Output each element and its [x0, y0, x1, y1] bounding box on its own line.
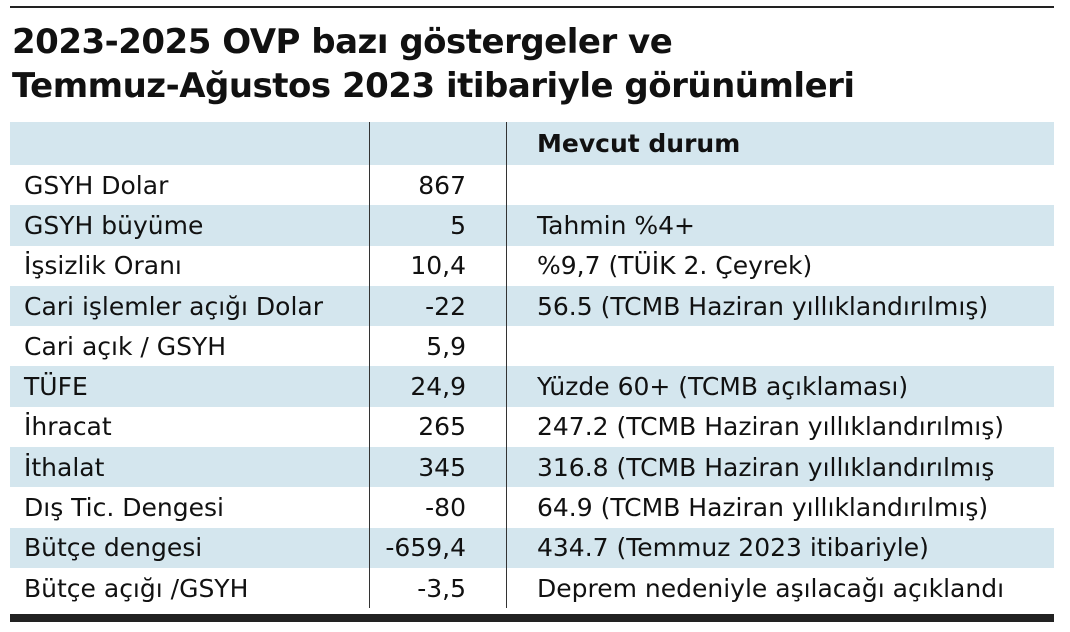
header-current-status: Mevcut durum [537, 129, 741, 158]
table-row: Bütçe açığı /GSYH -3,5 Deprem nedeniyle … [10, 567, 1054, 609]
ovp-value: 867 [370, 165, 507, 206]
current-status: 56.5 (TCMB Haziran yıllıklandırılmış) [537, 291, 989, 321]
current-status: 247.2 (TCMB Haziran yıllıklandırılmış) [537, 412, 1005, 442]
table-row: Cari açık / GSYH 5,9 [10, 326, 1054, 367]
indicator-name: TÜFE [10, 366, 370, 407]
ovp-value: 10,4 [370, 245, 507, 286]
indicator-name: GSYH büyüme [10, 205, 370, 246]
current-status [507, 165, 1054, 205]
table-header-row: Mevcut durum [10, 122, 1054, 165]
current-status: Deprem nedeniyle aşılacağı açıklandı [537, 573, 1005, 603]
indicator-name: GSYH Dolar [10, 165, 370, 206]
header-ovp-value [370, 122, 507, 165]
bottom-rule [10, 614, 1054, 622]
title-line-2: Temmuz-Ağustos 2023 itibariyle görünümle… [12, 66, 855, 106]
table-row: TÜFE 24,9 Yüzde 60+ (TCMB açıklaması) [10, 366, 1054, 407]
ovp-value: -659,4 [370, 527, 507, 568]
table-row: İthalat 345 316.8 (TCMB Haziran yıllıkla… [10, 447, 1054, 488]
ovp-value: -80 [370, 487, 507, 528]
page-title: 2023-2025 OVP bazı göstergeler ve Temmuz… [12, 20, 1052, 108]
ovp-value: 265 [370, 406, 507, 448]
table-row: Dış Tic. Dengesi -80 64.9 (TCMB Haziran … [10, 487, 1054, 528]
indicator-name: Cari açık / GSYH [10, 326, 370, 367]
table-row: GSYH Dolar 867 [10, 165, 1054, 206]
header-indicator [10, 122, 370, 165]
table-row: İşsizlik Oranı 10,4 %9,7 (TÜİK 2. Çeyrek… [10, 245, 1054, 286]
ovp-value: 5 [370, 205, 507, 246]
current-status: Yüzde 60+ (TCMB açıklaması) [537, 372, 909, 402]
current-status: 316.8 (TCMB Haziran yıllıklandırılmış [537, 452, 995, 482]
ovp-value: -22 [370, 285, 507, 327]
indicator-name: Dış Tic. Dengesi [10, 487, 370, 528]
current-status: %9,7 (TÜİK 2. Çeyrek) [537, 251, 813, 281]
current-status: 434.7 (Temmuz 2023 itibariyle) [537, 533, 929, 563]
indicator-name: İhracat [10, 406, 370, 448]
ovp-value: -3,5 [370, 567, 507, 609]
ovp-value: 5,9 [370, 326, 507, 367]
table-row: Cari işlemler açığı Dolar -22 56.5 (TCMB… [10, 285, 1054, 327]
indicator-name: İşsizlik Oranı [10, 245, 370, 286]
indicator-name: Cari işlemler açığı Dolar [10, 285, 370, 327]
table-row: GSYH büyüme 5 Tahmin %4+ [10, 205, 1054, 246]
table-row: Bütçe dengesi -659,4 434.7 (Temmuz 2023 … [10, 527, 1054, 568]
table-row: İhracat 265 247.2 (TCMB Haziran yıllıkla… [10, 406, 1054, 448]
current-status: Tahmin %4+ [537, 210, 695, 240]
title-line-1: 2023-2025 OVP bazı göstergeler ve [12, 22, 673, 62]
indicator-name: Bütçe açığı /GSYH [10, 567, 370, 609]
current-status [507, 326, 1054, 366]
ovp-value: 24,9 [370, 366, 507, 407]
indicator-name: Bütçe dengesi [10, 527, 370, 568]
top-rule [10, 6, 1054, 8]
current-status: 64.9 (TCMB Haziran yıllıklandırılmış) [537, 493, 989, 523]
ovp-value: 345 [370, 447, 507, 488]
indicator-name: İthalat [10, 447, 370, 488]
indicators-table: Mevcut durum GSYH Dolar 867 GSYH büyüme … [10, 122, 1054, 609]
